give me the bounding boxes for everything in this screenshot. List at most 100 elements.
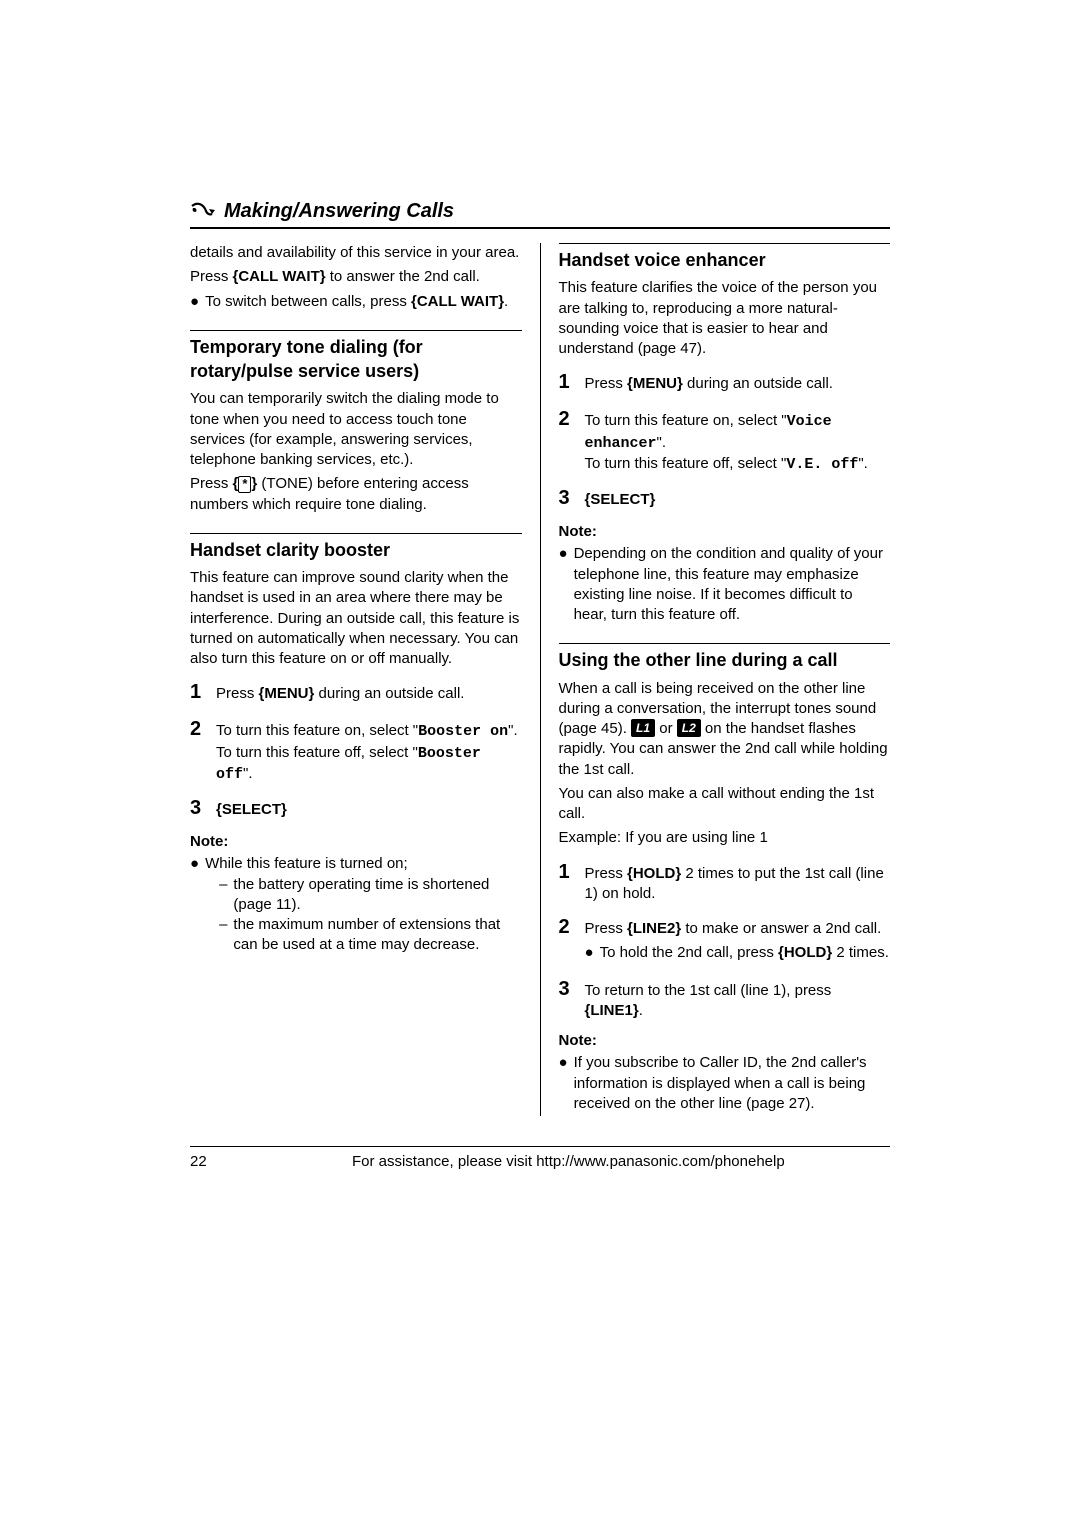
bullet-dot-icon: ● bbox=[585, 943, 594, 963]
intro-para-1: details and availability of this service… bbox=[190, 243, 522, 263]
right-column: Handset voice enhancer This feature clar… bbox=[559, 243, 891, 1116]
header-title-text: Making/Answering Calls bbox=[224, 200, 454, 223]
step-1: 1 Press {MENU} during an outside call. bbox=[190, 679, 522, 706]
text: 2 times. bbox=[832, 944, 889, 961]
line1-key: {LINE1} bbox=[585, 1002, 639, 1019]
select-key: {SELECT} bbox=[585, 491, 656, 508]
section-rule bbox=[559, 643, 891, 644]
note-bullet: ● If you subscribe to Caller ID, the 2nd… bbox=[559, 1053, 891, 1114]
sec1-para: You can temporarily switch the dialing m… bbox=[190, 389, 522, 470]
step-number: 3 bbox=[559, 485, 577, 512]
step-body: {SELECT} bbox=[585, 490, 891, 510]
text: While this feature is turned on; bbox=[205, 855, 408, 872]
dash-item: – the battery operating time is shortene… bbox=[219, 875, 521, 916]
step-number: 3 bbox=[190, 795, 208, 822]
note-label: Note: bbox=[559, 1031, 891, 1051]
text: or bbox=[655, 720, 677, 737]
sec4-para-1: When a call is being received on the oth… bbox=[559, 679, 891, 780]
phone-arrow-icon bbox=[190, 202, 216, 222]
text: . bbox=[504, 293, 508, 310]
columns: details and availability of this service… bbox=[190, 243, 890, 1116]
step-3: 3 {SELECT} bbox=[559, 485, 891, 512]
section-rule bbox=[190, 330, 522, 331]
text: Press bbox=[585, 375, 628, 392]
header-band: Making/Answering Calls bbox=[190, 200, 890, 229]
sub-bullet: ● To hold the 2nd call, press {HOLD} 2 t… bbox=[585, 943, 891, 963]
sec2-para: This feature can improve sound clarity w… bbox=[190, 568, 522, 669]
text: . bbox=[639, 1002, 643, 1019]
step-1: 1 Press {MENU} during an outside call. bbox=[559, 369, 891, 396]
section-rule bbox=[190, 533, 522, 534]
dash-text: the battery operating time is shortened … bbox=[233, 875, 521, 916]
text: To turn this feature off, select " bbox=[585, 455, 787, 472]
footer: 22 For assistance, please visit http://w… bbox=[190, 1147, 890, 1170]
sec1-para-2: Press {*} (TONE) before entering access … bbox=[190, 474, 522, 515]
bullet-dot-icon: ● bbox=[190, 854, 199, 955]
star-key: {*} bbox=[233, 475, 258, 492]
text: ". bbox=[508, 722, 518, 739]
bullet-text: While this feature is turned on; – the b… bbox=[205, 854, 521, 955]
step-3: 3 To return to the 1st call (line 1), pr… bbox=[559, 976, 891, 1022]
l1-badge-icon: L1 bbox=[631, 719, 655, 737]
bullet-dot-icon: ● bbox=[559, 1053, 568, 1114]
line2-key: {LINE2} bbox=[627, 920, 681, 937]
sec4-para-3: Example: If you are using line 1 bbox=[559, 828, 891, 848]
header-title: Making/Answering Calls bbox=[190, 200, 890, 223]
text: To hold the 2nd call, press bbox=[600, 944, 778, 961]
call-wait-key: {CALL WAIT} bbox=[233, 268, 326, 285]
step-2: 2 To turn this feature on, select "Boost… bbox=[190, 716, 522, 785]
text: to answer the 2nd call. bbox=[326, 268, 480, 285]
call-wait-key: {CALL WAIT} bbox=[411, 293, 504, 310]
step-number: 2 bbox=[559, 406, 577, 433]
hold-key: {HOLD} bbox=[627, 865, 681, 882]
step-body: Press {MENU} during an outside call. bbox=[585, 374, 891, 394]
section-rule bbox=[559, 243, 891, 244]
section-heading-other-line: Using the other line during a call bbox=[559, 648, 891, 672]
section-heading-voice-enhancer: Handset voice enhancer bbox=[559, 248, 891, 272]
text: To turn this feature on, select " bbox=[585, 412, 787, 429]
dash-icon: – bbox=[219, 915, 227, 956]
step-number: 1 bbox=[559, 369, 577, 396]
step-body: To turn this feature on, select "Voice e… bbox=[585, 411, 891, 475]
sec3-para: This feature clarifies the voice of the … bbox=[559, 278, 891, 359]
bullet-dot-icon: ● bbox=[190, 292, 199, 312]
step-2: 2 To turn this feature on, select "Voice… bbox=[559, 406, 891, 475]
step-1: 1 Press {HOLD} 2 times to put the 1st ca… bbox=[559, 859, 891, 905]
note-bullet: ● While this feature is turned on; – the… bbox=[190, 854, 522, 955]
step-3: 3 {SELECT} bbox=[190, 795, 522, 822]
bullet-text: To hold the 2nd call, press {HOLD} 2 tim… bbox=[600, 943, 889, 963]
step-body: To turn this feature on, select "Booster… bbox=[216, 721, 522, 785]
menu-key: {MENU} bbox=[627, 375, 683, 392]
select-key: {SELECT} bbox=[216, 801, 287, 818]
note-bullet: ● Depending on the condition and quality… bbox=[559, 544, 891, 625]
l2-badge-icon: L2 bbox=[677, 719, 701, 737]
hold-key: {HOLD} bbox=[778, 944, 832, 961]
page-number: 22 bbox=[190, 1153, 207, 1170]
text: Press bbox=[585, 920, 628, 937]
note-label: Note: bbox=[559, 522, 891, 542]
dash-item: – the maximum number of extensions that … bbox=[219, 915, 521, 956]
dash-icon: – bbox=[219, 875, 227, 916]
text: during an outside call. bbox=[683, 375, 833, 392]
section-heading-temporary-tone: Temporary tone dialing (for rotary/pulse… bbox=[190, 335, 522, 384]
text: ". bbox=[243, 765, 253, 782]
booster-on-option: Booster on bbox=[418, 723, 508, 740]
bullet-text: If you subscribe to Caller ID, the 2nd c… bbox=[574, 1053, 890, 1114]
text: To turn this feature on, select " bbox=[216, 722, 418, 739]
bullet-switch-calls: ● To switch between calls, press {CALL W… bbox=[190, 292, 522, 312]
text: To turn this feature off, select " bbox=[216, 744, 418, 761]
text: To switch between calls, press bbox=[205, 293, 411, 310]
text: ". bbox=[657, 434, 667, 451]
step-body: {SELECT} bbox=[216, 800, 522, 820]
step-number: 2 bbox=[190, 716, 208, 743]
step-number: 2 bbox=[559, 914, 577, 941]
step-body: Press {LINE2} to make or answer a 2nd ca… bbox=[585, 919, 891, 966]
step-2: 2 Press {LINE2} to make or answer a 2nd … bbox=[559, 914, 891, 966]
text: Press bbox=[190, 475, 233, 492]
step-number: 1 bbox=[190, 679, 208, 706]
text: to make or answer a 2nd call. bbox=[681, 920, 881, 937]
step-body: Press {HOLD} 2 times to put the 1st call… bbox=[585, 864, 891, 905]
intro-para-2: Press {CALL WAIT} to answer the 2nd call… bbox=[190, 267, 522, 287]
left-column: details and availability of this service… bbox=[190, 243, 522, 1116]
text: during an outside call. bbox=[314, 685, 464, 702]
